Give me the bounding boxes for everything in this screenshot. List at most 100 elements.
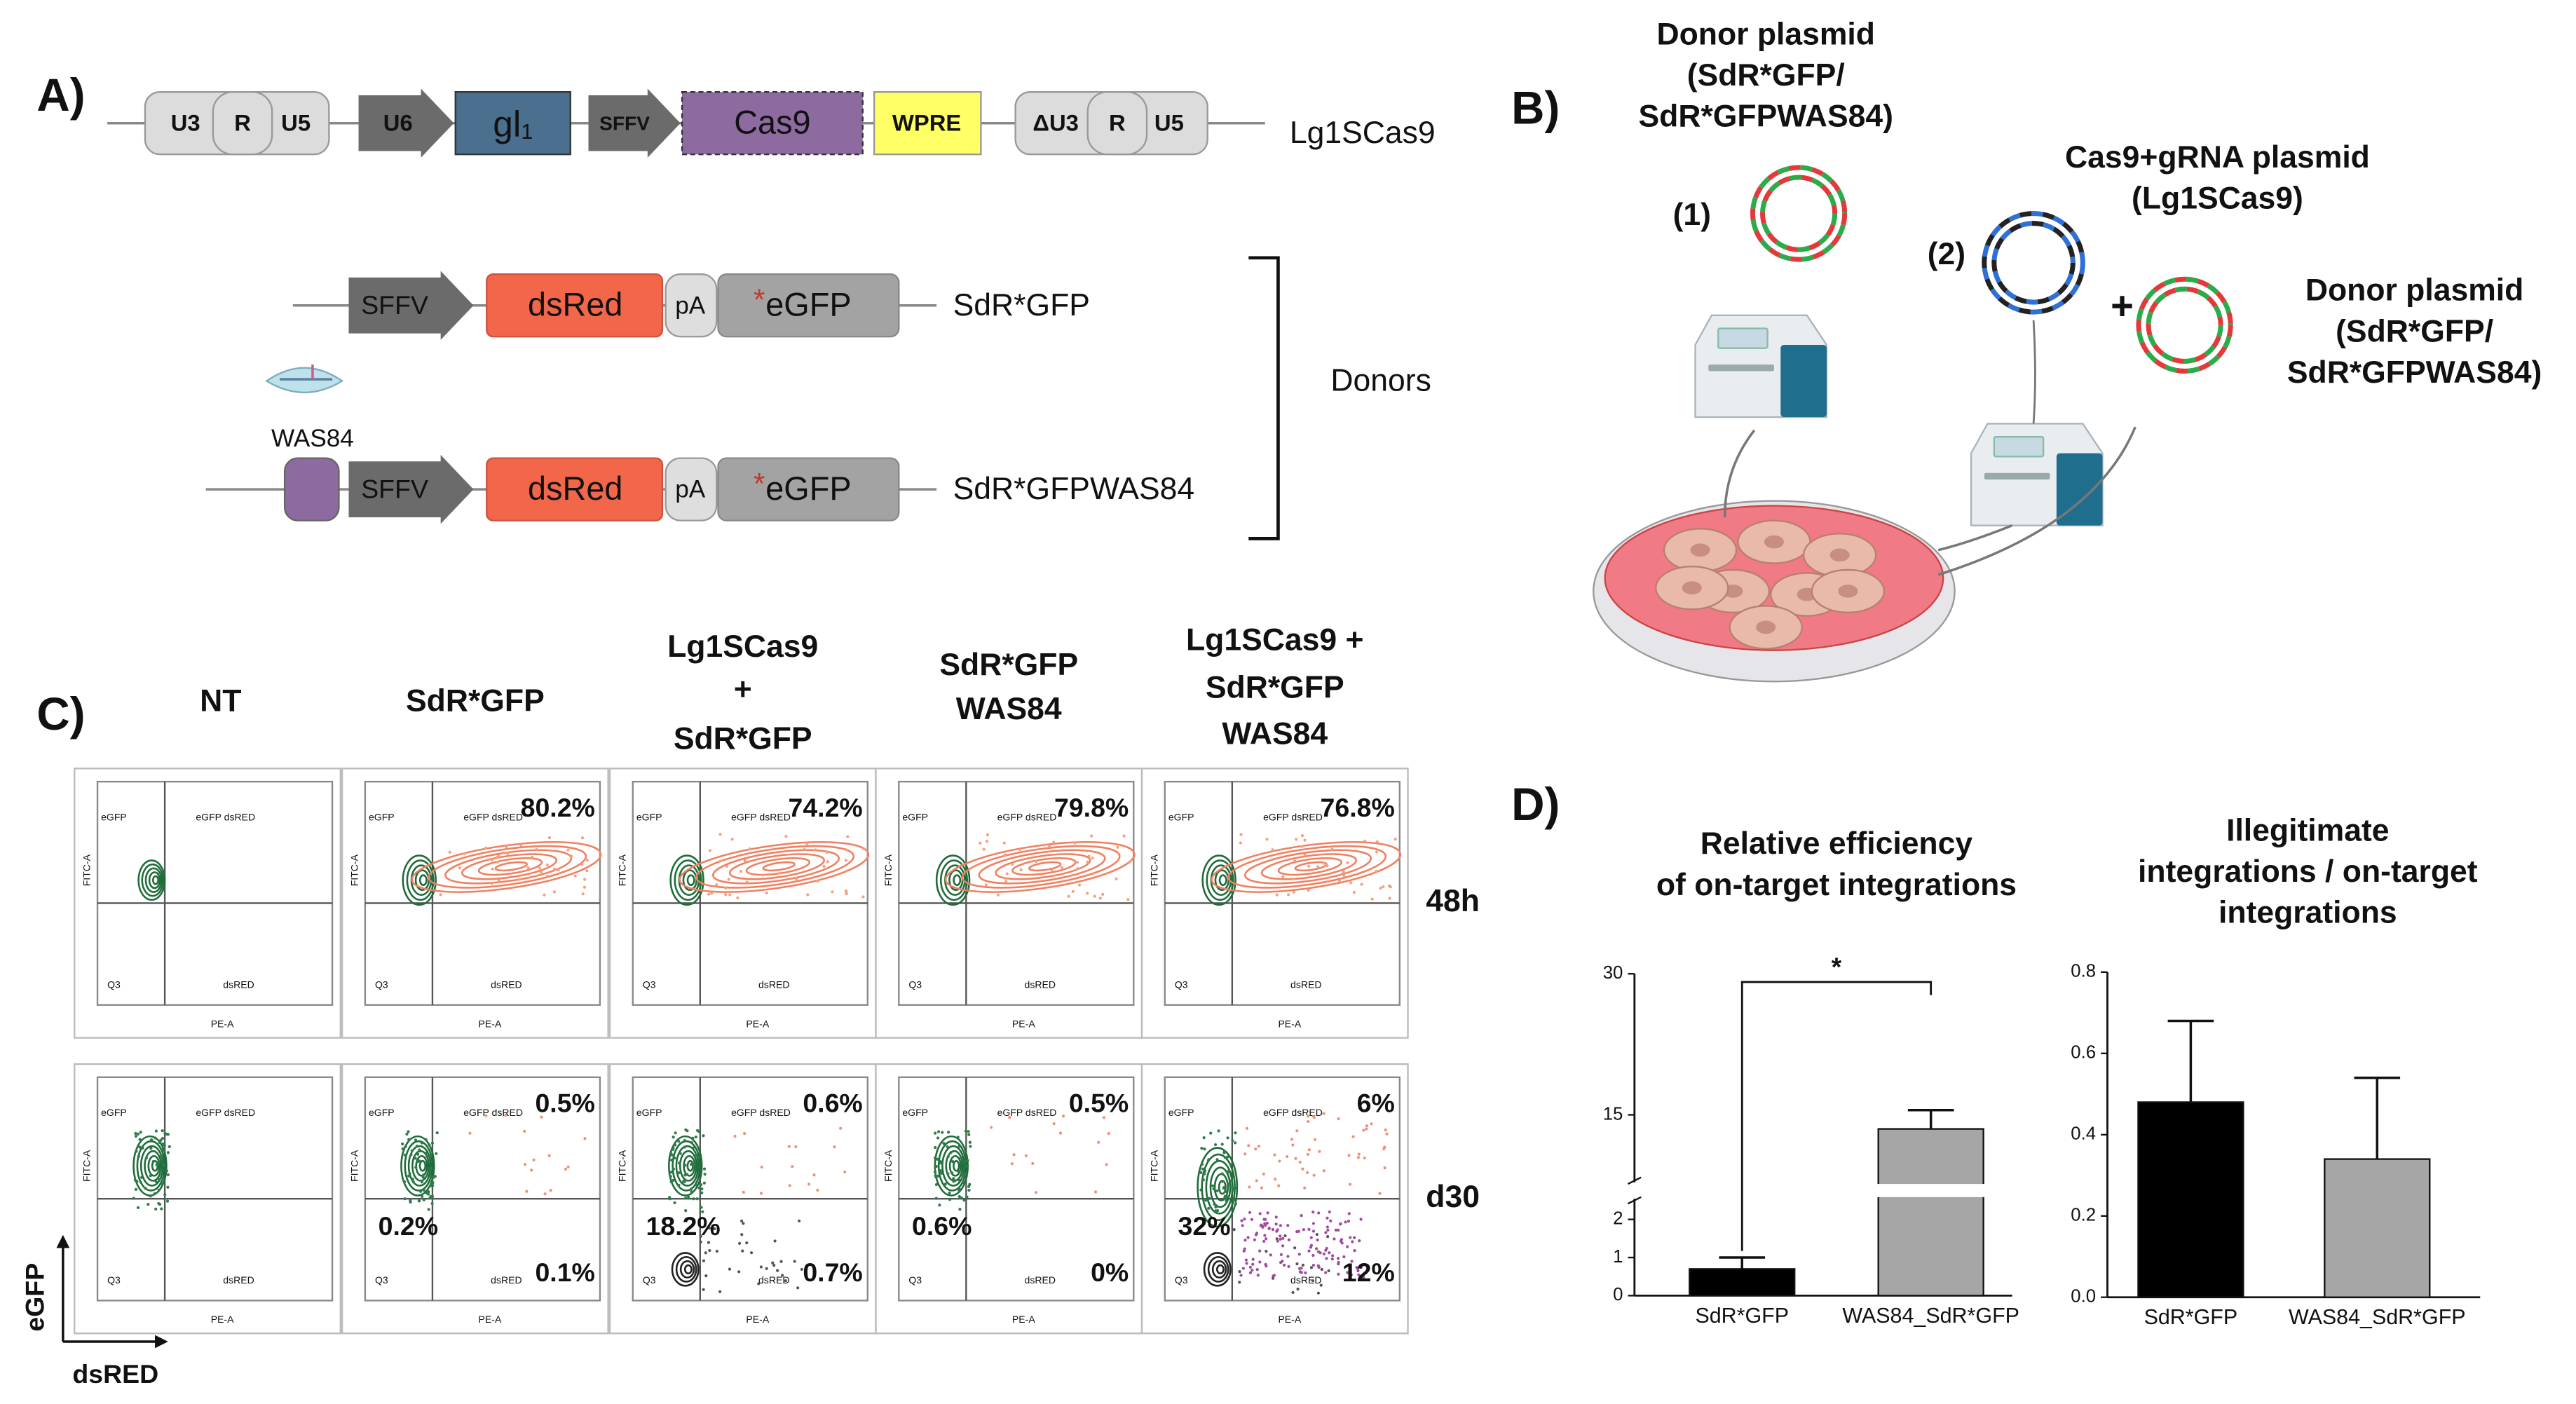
row-label: 48h (1426, 884, 1480, 918)
event-dot (1116, 845, 1119, 849)
event-dot (1018, 848, 1021, 852)
event-dot (424, 1138, 428, 1142)
event-dot (1204, 1169, 1207, 1173)
event-dot (943, 1183, 947, 1186)
plot-axis-label: PE-A (211, 1314, 234, 1325)
event-dot (1294, 1157, 1297, 1160)
event-dot (936, 1130, 941, 1133)
event-dot (1243, 1247, 1246, 1250)
mutation-mark: * (754, 283, 765, 316)
contour (1201, 854, 1236, 906)
event-dot (428, 1196, 432, 1199)
contour (953, 874, 962, 886)
event-dot (1086, 860, 1089, 864)
event-dot (1322, 861, 1326, 865)
event-dot (1229, 1163, 1232, 1166)
gate-label: eGFP dsRED (731, 1107, 791, 1118)
event-dot (158, 1140, 161, 1144)
event-dot (1203, 1147, 1206, 1151)
plot-area (898, 1076, 1135, 1302)
event-dot (941, 1131, 944, 1134)
plasmid-label: SdR*GFPWAS84) (2287, 355, 2542, 390)
event-dot (700, 1187, 704, 1191)
event-dot (166, 1185, 170, 1189)
event-dot (1325, 1246, 1328, 1250)
event-dot (844, 859, 847, 862)
event-dot (1303, 1186, 1307, 1190)
event-dot (1316, 1291, 1321, 1295)
event-dot (1307, 1148, 1311, 1152)
event-dot (1031, 1161, 1035, 1166)
event-dot (1287, 1238, 1290, 1241)
event-dot (816, 879, 819, 883)
event-dot (490, 882, 494, 885)
event-dot (1344, 1220, 1347, 1224)
event-dot (845, 869, 849, 873)
event-dot (414, 1166, 418, 1169)
event-dot (407, 1138, 411, 1141)
contour (444, 849, 573, 885)
plot-axis-label: PE-A (211, 1018, 234, 1030)
event-dot (934, 1183, 939, 1187)
event-dot (669, 1152, 673, 1155)
event-dot (1245, 1262, 1248, 1265)
event-dot (1316, 865, 1320, 868)
event-dot (1279, 1253, 1283, 1256)
event-dot (1317, 1211, 1321, 1215)
event-dot (505, 845, 508, 849)
gate-label: eGFP dsRED (196, 1107, 255, 1118)
x-tick-label: WAS84_SdR*GFP (1842, 1304, 2019, 1328)
event-dot (161, 1182, 164, 1186)
event-dot (845, 892, 848, 896)
event-dot (157, 1188, 161, 1192)
chart-title: integrations (2219, 896, 2397, 930)
event-dot (1248, 1265, 1252, 1269)
event-dot (1239, 841, 1242, 845)
event-dot (1004, 877, 1008, 880)
event-dot (1388, 897, 1391, 900)
event-dot (748, 847, 751, 851)
egfp-box (717, 273, 900, 338)
event-dot (1342, 870, 1345, 873)
event-dot (1309, 1236, 1313, 1239)
event-dot (1385, 1132, 1389, 1136)
event-dot (1073, 841, 1077, 845)
event-dot (158, 1170, 162, 1173)
gate-label: dsRED (223, 1274, 254, 1286)
event-dot (697, 1130, 701, 1133)
event-dot (1349, 881, 1353, 885)
event-dot (1370, 897, 1374, 901)
event-dot (702, 1288, 705, 1291)
event-dot (543, 893, 546, 897)
event-dot (138, 1138, 142, 1141)
event-dot (787, 1145, 791, 1148)
bar-break (1876, 1184, 1985, 1197)
event-dot (1090, 834, 1093, 838)
contour (686, 1159, 694, 1172)
event-dot (1208, 1197, 1211, 1200)
event-dot (1255, 1232, 1259, 1235)
guide-sub: 1 (521, 120, 533, 144)
event-dot (1255, 1267, 1259, 1272)
event-dot (1093, 1190, 1098, 1194)
event-dot (1233, 1186, 1237, 1190)
event-dot (583, 878, 587, 881)
event-dot (1326, 1225, 1329, 1229)
event-dot (136, 1206, 140, 1209)
event-dot (796, 1286, 800, 1290)
event-dot (427, 1192, 430, 1196)
plot-axis-label: PE-A (746, 1314, 769, 1325)
percent-label: 0.5% (535, 1089, 594, 1118)
event-dot (1347, 1220, 1351, 1223)
event-dot (158, 1178, 161, 1181)
event-dot (1292, 890, 1295, 894)
contour (1227, 845, 1387, 889)
event-dot (132, 1197, 135, 1200)
axis-arrowhead (56, 1234, 70, 1248)
event-dot (1306, 1152, 1309, 1156)
event-dot (969, 1145, 972, 1148)
event-dot (1213, 1202, 1216, 1206)
event-dot (1283, 1234, 1287, 1238)
event-dot (410, 1149, 414, 1152)
